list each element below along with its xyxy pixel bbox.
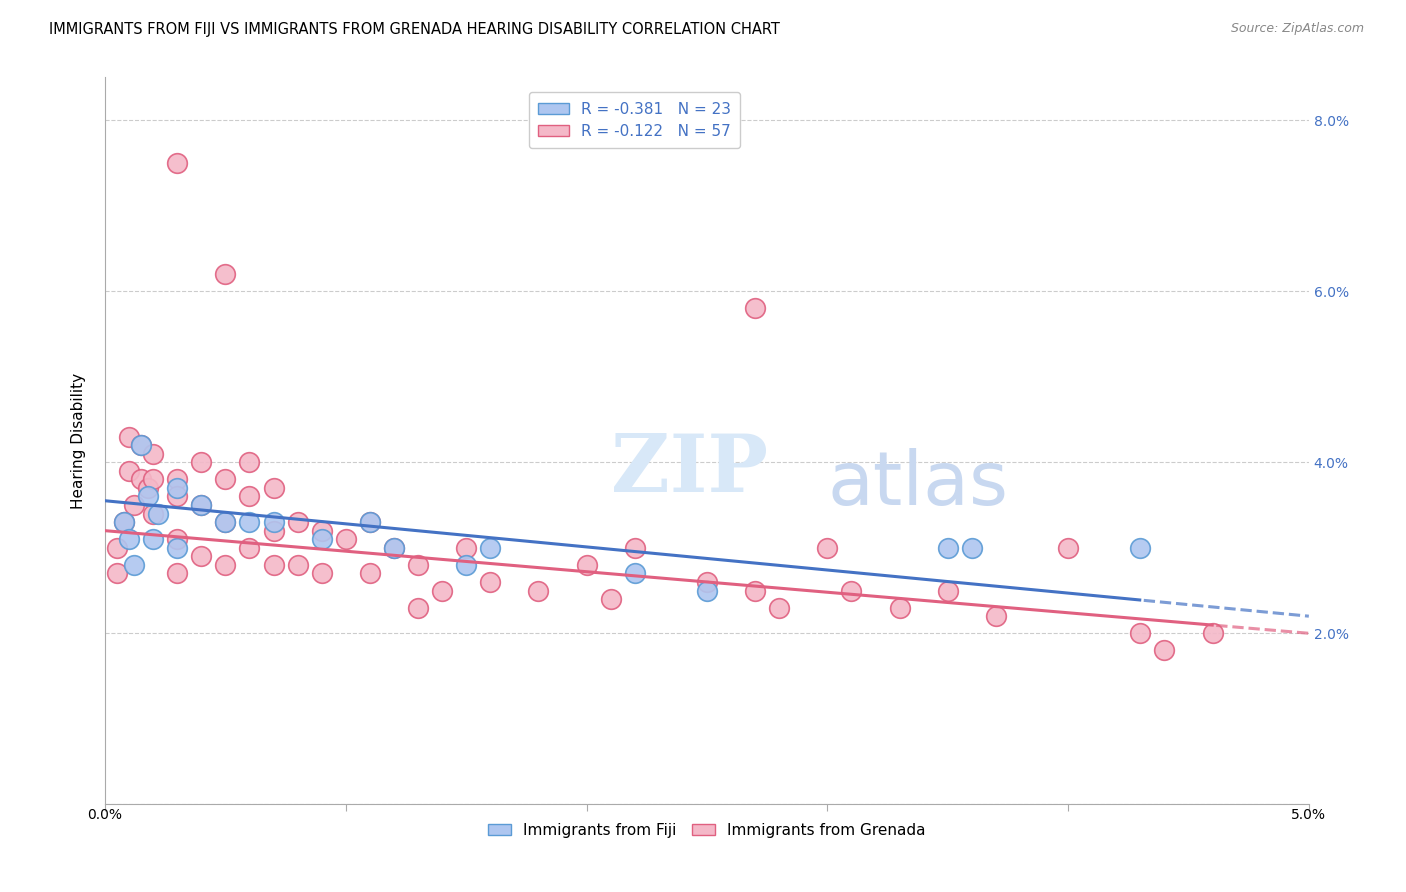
Text: ZIP: ZIP (610, 431, 768, 509)
Point (142, 472, 165, 486)
Point (214, 267, 236, 281)
Point (623, 541, 645, 555)
Point (263, 481, 285, 495)
Point (1153, 643, 1175, 657)
Point (479, 541, 502, 555)
Legend: Immigrants from Fiji, Immigrants from Grenada: Immigrants from Fiji, Immigrants from Gr… (482, 817, 932, 844)
Point (166, 533, 188, 547)
Point (142, 533, 165, 547)
Point (118, 533, 141, 547)
Point (936, 583, 959, 598)
Point (815, 541, 838, 555)
Point (696, 574, 718, 589)
Point (166, 472, 188, 486)
Point (142, 507, 165, 521)
Point (696, 583, 718, 598)
Point (430, 583, 453, 598)
Text: 0.0%: 0.0% (87, 808, 122, 822)
Text: 5.0%: 5.0% (1291, 808, 1326, 822)
Point (936, 541, 959, 555)
Point (263, 515, 285, 529)
Point (1129, 626, 1152, 640)
Text: IMMIGRANTS FROM FIJI VS IMMIGRANTS FROM GRENADA HEARING DISABILITY CORRELATION C: IMMIGRANTS FROM FIJI VS IMMIGRANTS FROM … (49, 22, 780, 37)
Point (984, 609, 1007, 624)
Point (287, 515, 309, 529)
Point (263, 558, 285, 572)
Point (190, 498, 212, 512)
Point (382, 541, 405, 555)
Point (311, 524, 333, 538)
Point (166, 490, 188, 504)
Point (190, 549, 212, 564)
Point (359, 566, 381, 581)
Point (214, 515, 236, 529)
Point (406, 600, 429, 615)
Point (105, 541, 128, 555)
Point (129, 438, 152, 452)
Point (382, 541, 405, 555)
Point (599, 592, 621, 607)
Point (744, 301, 766, 316)
Point (1057, 541, 1080, 555)
Point (575, 558, 598, 572)
Point (118, 464, 141, 478)
Text: Source: ZipAtlas.com: Source: ZipAtlas.com (1230, 22, 1364, 36)
Point (479, 574, 502, 589)
Point (311, 566, 333, 581)
Point (129, 472, 152, 486)
Point (1129, 541, 1152, 555)
Point (122, 558, 145, 572)
Point (335, 533, 357, 547)
Point (136, 490, 159, 504)
Point (1201, 626, 1223, 640)
Point (359, 515, 381, 529)
Point (166, 541, 188, 555)
Point (623, 566, 645, 581)
Point (112, 515, 135, 529)
Point (456, 541, 478, 555)
Point (142, 447, 165, 461)
Point (190, 455, 212, 469)
Point (311, 533, 333, 547)
Point (214, 558, 236, 572)
Point (238, 515, 260, 529)
Point (136, 481, 159, 495)
Point (744, 583, 766, 598)
Point (118, 429, 141, 443)
Point (238, 490, 260, 504)
Point (166, 566, 188, 581)
Text: atlas: atlas (827, 448, 1008, 521)
Point (768, 600, 790, 615)
Point (960, 541, 983, 555)
Point (238, 541, 260, 555)
Point (190, 498, 212, 512)
Point (129, 438, 152, 452)
Point (112, 515, 135, 529)
Point (841, 583, 863, 598)
Point (214, 515, 236, 529)
Point (146, 507, 169, 521)
Point (456, 558, 478, 572)
Point (406, 558, 429, 572)
Point (105, 566, 128, 581)
Point (359, 515, 381, 529)
Point (166, 156, 188, 170)
Point (889, 600, 911, 615)
Point (263, 524, 285, 538)
Y-axis label: Hearing Disability: Hearing Disability (72, 373, 86, 509)
Point (238, 455, 260, 469)
Point (527, 583, 550, 598)
Point (287, 558, 309, 572)
Point (214, 472, 236, 486)
Point (122, 498, 145, 512)
Point (166, 481, 188, 495)
